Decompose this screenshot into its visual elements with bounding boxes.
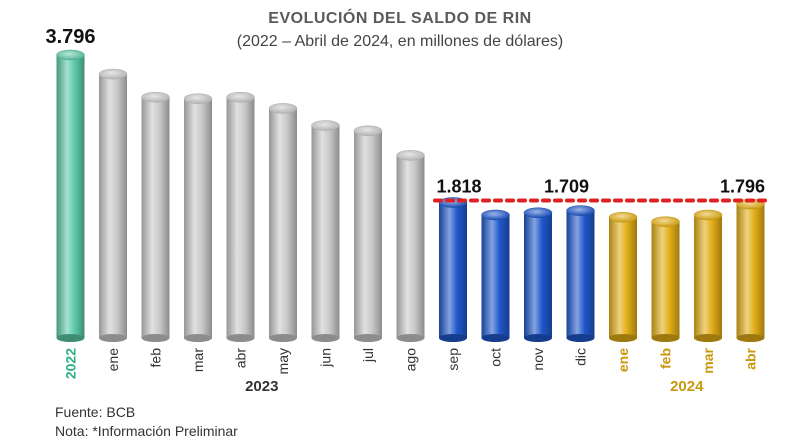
group-label-2023: 2023 (245, 378, 278, 395)
bar-5 (268, 103, 298, 342)
bar-14 (651, 216, 680, 342)
bar-4 (226, 91, 255, 342)
tick-label-11: nov (530, 348, 546, 371)
bar-12 (566, 205, 595, 342)
chart-subtitle: (2022 – Abril de 2024, en millones de dó… (236, 33, 564, 50)
tick-label-0: 2022 (63, 348, 79, 379)
chart-title: EVOLUCIÓN DEL SALDO DE RIN (268, 10, 532, 27)
tick-label-1: ene (105, 348, 121, 372)
bar-16 (736, 198, 765, 342)
tick-label-2: feb (148, 348, 164, 368)
tick-label-12: dic (573, 348, 589, 366)
preliminary-note: Nota: *Información Preliminar (55, 423, 238, 439)
tick-label-13: ene (615, 348, 631, 372)
data-label-9: 1.818 (436, 176, 481, 196)
tick-label-15: mar (700, 347, 716, 373)
tick-label-14: feb (658, 348, 674, 369)
tick-label-9: sep (445, 348, 461, 371)
source-note: Fuente: BCB (55, 404, 136, 420)
bar-7 (353, 125, 383, 342)
data-label-12: 1.709 (544, 176, 589, 196)
data-label-16: 1.796 (720, 176, 765, 196)
bar-chart: 3.796 1.818 1.709 1.796 2022 ene feb mar abr may… (45, 26, 771, 395)
bar-9 (438, 197, 468, 342)
tick-label-6: jun (318, 348, 334, 368)
tick-label-3: mar (190, 348, 206, 372)
tick-label-16: abr (743, 347, 759, 369)
group-label-2024: 2024 (670, 378, 704, 395)
tick-label-8: ago (403, 348, 419, 372)
data-label-0: 3.796 (45, 26, 95, 48)
bar-15 (693, 209, 723, 342)
bar-6 (311, 120, 340, 342)
bar-3 (183, 93, 213, 342)
tick-label-4: abr (233, 348, 249, 369)
tick-label-5: may (275, 348, 291, 374)
bar-2 (141, 91, 170, 342)
bar-0 (56, 49, 85, 342)
bar-11 (523, 207, 553, 342)
bar-1 (98, 68, 128, 342)
bar-10 (481, 209, 510, 342)
tick-label-7: jul (360, 348, 376, 363)
tick-label-10: oct (488, 348, 504, 367)
bar-8 (396, 150, 425, 342)
bar-13 (608, 211, 638, 342)
